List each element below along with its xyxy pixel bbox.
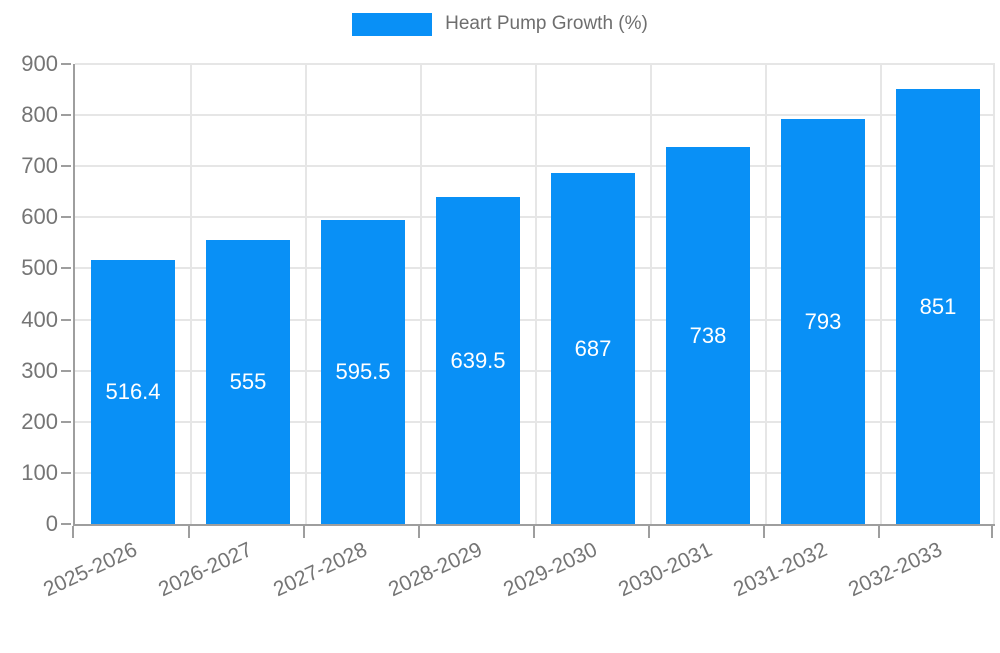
x-gridline: [993, 64, 995, 524]
bar[interactable]: [206, 240, 290, 524]
bar-value-label: 793: [804, 309, 842, 334]
bar-value-label: 595.5: [335, 359, 391, 384]
bar[interactable]: [551, 173, 635, 524]
bar-value-label: 738: [689, 323, 727, 348]
bar[interactable]: [666, 147, 750, 524]
bar[interactable]: [781, 119, 865, 524]
y-tick-label: 300: [21, 357, 58, 383]
x-tick: [72, 526, 74, 538]
x-tick-label: 2032-2033: [844, 538, 946, 602]
y-tick-label: 400: [21, 306, 58, 332]
y-tick: [61, 267, 71, 270]
y-tick-label: 200: [21, 408, 58, 434]
x-tick-label: 2027-2028: [269, 538, 371, 602]
y-tick: [61, 471, 71, 474]
y-tick-label: 600: [21, 204, 58, 230]
x-gridline: [650, 64, 652, 524]
y-tick-label: 700: [21, 153, 58, 179]
y-tick: [61, 318, 71, 321]
legend-swatch: [352, 12, 433, 36]
x-gridline: [305, 64, 307, 524]
y-tick: [61, 523, 71, 525]
x-gridline: [880, 64, 882, 524]
y-tick: [61, 165, 71, 168]
y-tick: [61, 420, 71, 423]
y-tick-label: 100: [21, 459, 58, 485]
legend-label: Heart Pump Growth (%): [445, 13, 648, 34]
bar-value-label: 639.5: [450, 348, 506, 373]
x-gridline: [765, 64, 767, 524]
y-tick: [61, 63, 71, 65]
bar-value-label: 687: [574, 336, 612, 361]
bar[interactable]: [436, 197, 520, 524]
legend: Heart Pump Growth (%): [0, 0, 1000, 48]
x-tick: [533, 526, 535, 538]
x-gridline: [190, 64, 192, 524]
x-gridline: [535, 64, 537, 524]
x-tick-label: 2026-2027: [154, 538, 256, 602]
bar-value-label: 555: [229, 369, 267, 394]
x-tick-label: 2028-2029: [384, 538, 486, 602]
bar[interactable]: [321, 220, 405, 524]
x-tick-label: 2029-2030: [499, 538, 601, 602]
plot-area: 516.4 555 595.5 639.5 687 738 793 851: [73, 63, 995, 526]
x-tick: [991, 526, 993, 538]
bar-value-label: 516.4: [105, 379, 161, 404]
y-tick-label: 900: [21, 51, 58, 76]
x-gridline: [420, 64, 422, 524]
y-tick: [61, 369, 71, 372]
x-tick: [303, 526, 305, 538]
x-tick: [878, 526, 880, 538]
x-tick: [763, 526, 765, 538]
x-tick: [648, 526, 650, 538]
bar-chart: Heart Pump Growth (%) 516.4 555 595.5 639.5…: [0, 0, 1000, 602]
bar[interactable]: [896, 89, 980, 524]
y-tick: [61, 114, 71, 117]
y-tick-label: 800: [21, 102, 58, 128]
legend-item[interactable]: Heart Pump Growth (%): [352, 12, 648, 36]
bar-value-label: 851: [919, 294, 957, 319]
y-tick-label: 0: [45, 511, 58, 536]
y-tick: [61, 216, 71, 219]
y-tick-label: 500: [21, 255, 58, 281]
x-tick-label: 2030-2031: [614, 538, 716, 602]
x-tick-label: 2031-2032: [729, 538, 831, 602]
bar[interactable]: [91, 260, 175, 524]
x-tick: [418, 526, 420, 538]
x-tick: [188, 526, 190, 538]
